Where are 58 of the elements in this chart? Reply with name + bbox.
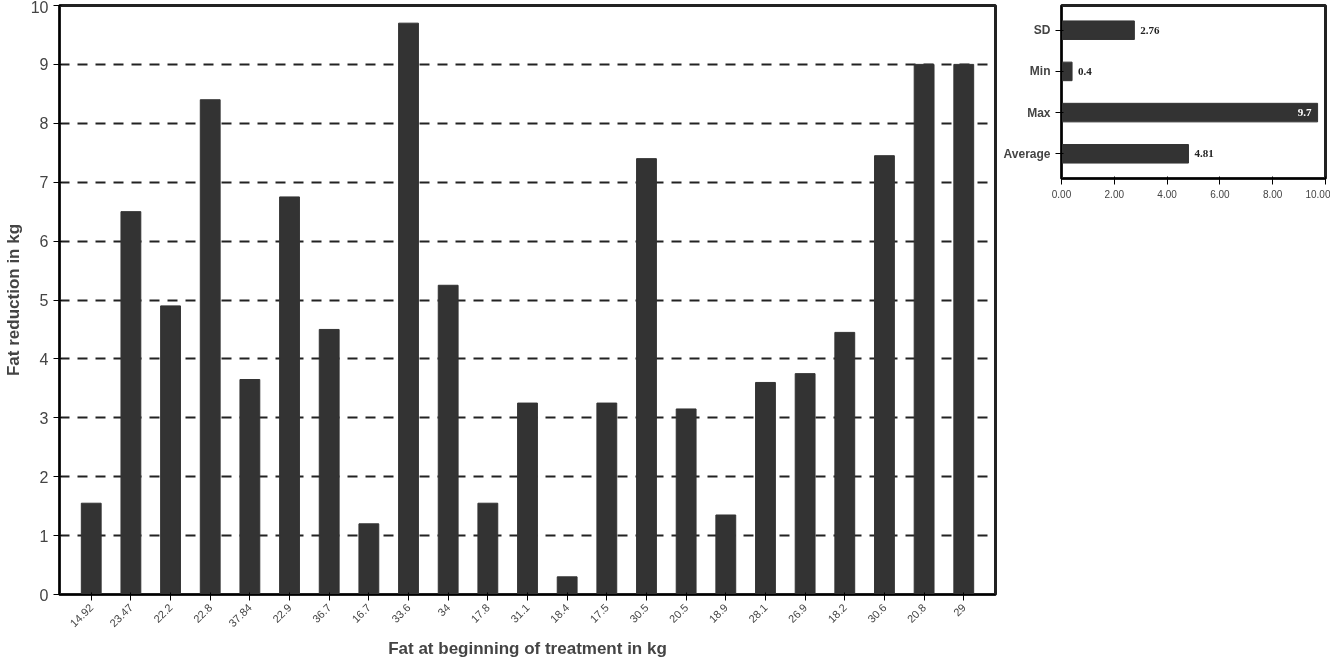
y-tick-label: 7: [39, 174, 49, 192]
data-label: 9.7: [1297, 106, 1313, 119]
bar: [794, 373, 816, 595]
y-tick-label: Max: [1027, 105, 1051, 120]
bar: [755, 381, 776, 595]
x-axis-title: Fat at beginning of treatment in kg: [388, 638, 667, 658]
data-label: 4.81: [1194, 147, 1214, 160]
y-tick-label: 8: [39, 115, 49, 133]
x-tick-label: 10.00: [1305, 188, 1331, 200]
bar: [1061, 20, 1135, 40]
x-tick-label: 29: [950, 601, 969, 619]
y-tick-label: Min: [1029, 64, 1051, 79]
bar: [715, 514, 737, 595]
x-tick-label: 34: [435, 601, 453, 619]
y-tick-label: SD: [1033, 23, 1051, 38]
y-tick-label: 10: [30, 0, 49, 16]
x-tick-label: 4.00: [1157, 188, 1178, 200]
y-axis-title: Fat reduction in kg: [3, 223, 23, 377]
bar: [517, 402, 538, 595]
bar: [120, 211, 142, 595]
y-tick-label: Average: [1003, 146, 1051, 161]
bar: [358, 523, 380, 595]
x-tick-label: 6.00: [1210, 188, 1231, 200]
x-tick-label: 2.00: [1104, 188, 1125, 200]
data-label: 0.4: [1078, 64, 1093, 77]
data-label: 2.76: [1140, 23, 1161, 36]
bar: [596, 402, 618, 595]
bar: [318, 328, 340, 595]
y-tick-label: 2: [39, 468, 49, 486]
bar: [1061, 102, 1319, 123]
x-tick-label: 0.00: [1051, 188, 1072, 200]
bar: [675, 408, 697, 595]
bar: [80, 502, 102, 595]
bar: [834, 331, 856, 595]
y-tick-label: 1: [39, 527, 49, 545]
bar: [398, 22, 419, 595]
bar: [279, 196, 300, 595]
bar: [239, 379, 261, 595]
bar: [160, 305, 181, 595]
bar: [199, 99, 221, 595]
x-tick-label: 31.1: [508, 601, 532, 625]
y-tick-label: 0: [39, 586, 49, 604]
bar: [477, 502, 499, 595]
x-tick-label: 28.1: [746, 601, 770, 625]
x-tick-label: 8.00: [1262, 188, 1283, 200]
y-tick-label: 4: [39, 350, 49, 368]
bar: [437, 284, 459, 595]
bar: [953, 63, 975, 595]
bar: [556, 576, 578, 595]
bar: [636, 158, 657, 595]
bar: [1061, 61, 1073, 82]
y-tick-label: 9: [39, 56, 49, 74]
y-tick-label: 3: [39, 409, 49, 427]
bar: [1061, 144, 1189, 164]
y-tick-label: 6: [39, 233, 49, 251]
bar: [874, 155, 895, 595]
y-tick-label: 5: [39, 292, 49, 309]
bar: [913, 63, 935, 595]
